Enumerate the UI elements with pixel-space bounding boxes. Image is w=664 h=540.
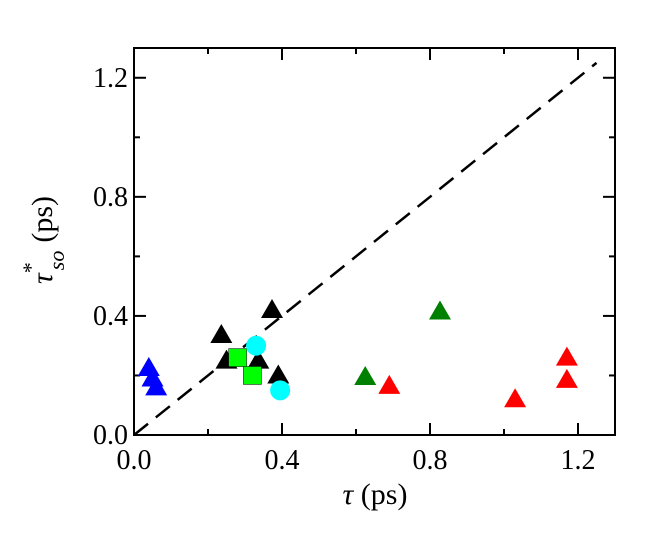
- y-label-sup: *: [18, 262, 43, 273]
- x-tick-label: 0.8: [413, 445, 448, 476]
- triangle-marker: [210, 323, 233, 343]
- square-marker: [243, 366, 262, 385]
- triangle-marker: [354, 365, 377, 385]
- reference-line: [133, 61, 598, 436]
- x-label-symbol: τ: [343, 478, 355, 511]
- x-tick-label: 0.4: [265, 445, 300, 476]
- y-tick-label: 1.2: [93, 63, 128, 94]
- y-label-unit: (ps): [26, 196, 59, 243]
- x-tick-label: 1.2: [561, 445, 596, 476]
- triangle-marker: [137, 357, 160, 377]
- y-label-sub: so: [44, 251, 69, 271]
- y-label-symbol: τ: [26, 272, 59, 284]
- circle-marker: [246, 335, 267, 356]
- y-tick-label: 0.4: [93, 301, 128, 332]
- x-axis-label: τ (ps): [343, 478, 408, 511]
- triangle-marker: [504, 388, 527, 408]
- triangle-marker: [555, 368, 578, 388]
- circle-marker: [270, 380, 291, 401]
- triangle-marker: [261, 298, 284, 318]
- y-tick-label: 0.0: [93, 420, 128, 451]
- plot-frame: [133, 47, 616, 436]
- x-label-unit: (ps): [361, 478, 408, 511]
- triangle-marker: [378, 374, 401, 394]
- x-tick-label: 0.0: [117, 445, 152, 476]
- triangle-marker: [247, 349, 270, 369]
- triangle-marker: [428, 300, 451, 320]
- y-tick-label: 0.8: [93, 182, 128, 213]
- triangle-marker: [145, 376, 168, 396]
- triangle-marker: [555, 346, 578, 366]
- triangle-marker: [267, 364, 290, 384]
- square-marker: [228, 348, 247, 367]
- y-axis-label: τ*so (ps): [18, 196, 69, 284]
